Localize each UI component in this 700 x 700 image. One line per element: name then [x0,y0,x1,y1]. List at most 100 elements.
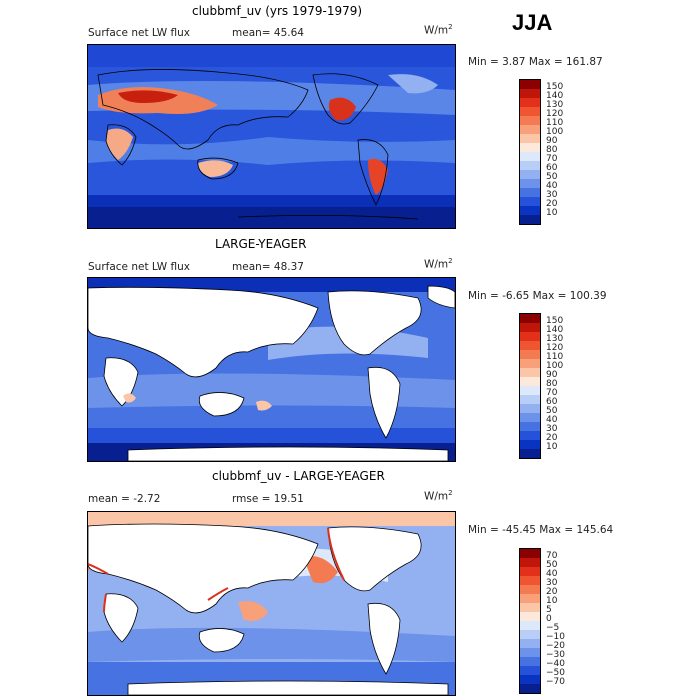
colorbar-swatch [520,215,540,224]
colorbar-tick-label: 0 [546,614,552,624]
colorbar-swatch [520,161,540,170]
colorbar-tick-label: 10 [546,442,558,452]
colorbar-swatch [520,549,540,558]
colorbar-tick-label: 30 [546,190,558,200]
colorbar-swatch [520,684,540,693]
colorbar-tick-label: 110 [546,118,564,128]
colorbar-tick-label: 30 [546,578,558,588]
colorbar-tick-label: 50 [546,172,558,182]
colorbar-tick-label: 5 [546,605,552,615]
colorbar-tick-label: 150 [546,316,564,326]
colorbar-swatch [520,116,540,125]
colorbar-tick-label: 20 [546,433,558,443]
colorbar-swatch [520,567,540,576]
colorbar-tick-label: 80 [546,379,558,389]
panel3-title: clubbmf_uv - LARGE-YEAGER [212,469,385,483]
colorbar-swatch [520,386,540,395]
colorbar-tick-label: −20 [546,641,565,651]
colorbar-tick-label: 40 [546,569,558,579]
colorbar-tick-label: 130 [546,100,564,110]
colorbar-tick-label: 50 [546,560,558,570]
colorbar-tick-label: 130 [546,334,564,344]
panel1-colorbar [519,79,541,225]
panel2-field-label: Surface net LW flux [88,261,190,273]
colorbar-swatch [520,197,540,206]
colorbar-tick-label: 40 [546,415,558,425]
colorbar-swatch [520,594,540,603]
panel3-colorbar-ticks: 70 50 40 30 20 10 5 0 −5 −10 −20 −30 −40 −50 −70 [546,548,586,692]
colorbar-tick-label: 120 [546,109,564,119]
colorbar-tick-label: 100 [546,361,564,371]
colorbar-swatch [520,603,540,612]
panel2-unit: W/m2 [424,257,453,271]
panel3-colorbar [519,548,541,694]
colorbar-tick-label: 20 [546,587,558,597]
colorbar-swatch [520,630,540,639]
colorbar-swatch [520,107,540,116]
colorbar-swatch [520,143,540,152]
panel2-map [87,277,456,462]
panel3-unit: W/m2 [424,489,453,503]
colorbar-swatch [520,404,540,413]
colorbar-swatch [520,89,540,98]
season-label: JJA [512,10,553,35]
colorbar-tick-label: 90 [546,370,558,380]
colorbar-swatch [520,125,540,134]
panel1-unit: W/m2 [424,23,453,37]
colorbar-tick-label: −70 [546,677,565,687]
colorbar-swatch [520,359,540,368]
panel1-field-label: Surface net LW flux [88,27,190,39]
panel3-rmse-label: rmse = 19.51 [232,493,304,505]
colorbar-tick-label: 150 [546,82,564,92]
colorbar-swatch [520,675,540,684]
panel2-title: LARGE-YEAGER [215,237,307,251]
panel1-minmax: Min = 3.87 Max = 161.87 [468,56,603,68]
panel1-mean-label: mean= 45.64 [232,27,304,39]
colorbar-tick-label: −30 [546,650,565,660]
colorbar-swatch [520,341,540,350]
colorbar-tick-label: 100 [546,127,564,137]
colorbar-swatch [520,179,540,188]
colorbar-tick-label: 90 [546,136,558,146]
colorbar-tick-label: 140 [546,91,564,101]
colorbar-swatch [520,576,540,585]
colorbar-tick-label: 70 [546,154,558,164]
colorbar-tick-label: −50 [546,668,565,678]
colorbar-swatch [520,648,540,657]
colorbar-swatch [520,413,540,422]
colorbar-swatch [520,558,540,567]
colorbar-tick-label: 70 [546,388,558,398]
colorbar-swatch [520,368,540,377]
colorbar-swatch [520,449,540,458]
panel3-mean-label: mean = -2.72 [88,493,161,505]
colorbar-swatch [520,612,540,621]
colorbar-tick-label: 10 [546,596,558,606]
colorbar-swatch [520,422,540,431]
colorbar-swatch [520,188,540,197]
panel2-colorbar-ticks: 150 140 130 120 110 100 90 80 70 60 50 40 30 20 10 [546,313,586,457]
colorbar-swatch [520,332,540,341]
colorbar-tick-label: 60 [546,163,558,173]
colorbar-swatch [520,323,540,332]
colorbar-swatch [520,585,540,594]
colorbar-tick-label: 20 [546,199,558,209]
colorbar-swatch [520,170,540,179]
colorbar-swatch [520,206,540,215]
colorbar-swatch [520,621,540,630]
colorbar-tick-label: 60 [546,397,558,407]
colorbar-tick-label: 50 [546,406,558,416]
panel3-minmax: Min = -45.45 Max = 145.64 [468,524,614,536]
colorbar-swatch [520,377,540,386]
colorbar-swatch [520,431,540,440]
colorbar-swatch [520,657,540,666]
colorbar-tick-label: −5 [546,623,560,633]
colorbar-swatch [520,639,540,648]
colorbar-tick-label: 40 [546,181,558,191]
colorbar-swatch [520,80,540,89]
colorbar-swatch [520,350,540,359]
panel2-minmax: Min = -6.65 Max = 100.39 [468,290,607,302]
colorbar-swatch [520,666,540,675]
colorbar-swatch [520,134,540,143]
colorbar-tick-label: 80 [546,145,558,155]
colorbar-tick-label: −10 [546,632,565,642]
